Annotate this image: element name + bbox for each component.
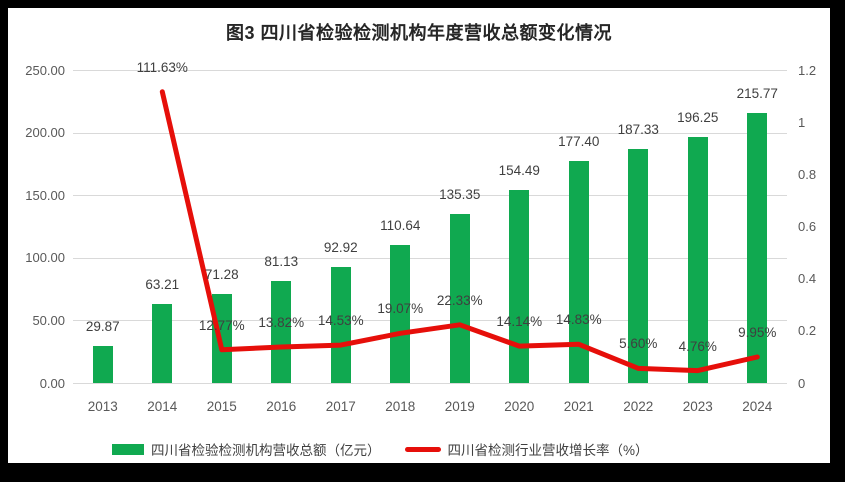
chart-canvas: 图3 四川省检验检测机构年度营收总额变化情况 0.00 50.00 100.00 15… xyxy=(8,8,830,463)
x-axis-category-label: 2017 xyxy=(325,399,356,414)
x-axis-category-label: 2021 xyxy=(563,399,594,414)
bar xyxy=(509,189,530,383)
x-axis-category-label: 2019 xyxy=(444,399,475,414)
x-axis-category-label: 2018 xyxy=(385,399,416,414)
growth-rate-label: 12.77% xyxy=(198,317,245,333)
right-axis-tick: 0.6 xyxy=(798,219,817,234)
bar-legend-swatch xyxy=(112,443,144,455)
bar-value-label: 196.25 xyxy=(677,110,719,126)
x-axis-category-label: 2020 xyxy=(504,399,535,414)
x-axis-category-label: 2022 xyxy=(623,399,654,414)
gridline xyxy=(73,257,787,259)
right-axis-tick: 1.2 xyxy=(798,62,817,78)
growth-rate-label: 14.83% xyxy=(555,312,602,328)
left-axis-tick: 50.00 xyxy=(32,312,65,328)
growth-rate-label: 22.33% xyxy=(436,292,483,308)
x-axis-category-label: 2013 xyxy=(87,399,118,414)
bar xyxy=(747,112,768,383)
right-axis-tick: 0 xyxy=(798,375,806,391)
bar-value-label: 81.13 xyxy=(264,254,299,270)
bar xyxy=(152,303,173,383)
left-axis-tick: 250.00 xyxy=(25,62,65,78)
bar-value-label: 71.28 xyxy=(204,266,239,282)
left-axis-tick: 200.00 xyxy=(25,125,65,141)
left-axis-tick: 150.00 xyxy=(25,187,65,203)
line-legend-label: 四川省检测行业营收增长率（%） xyxy=(447,443,649,458)
right-axis-tick: 1 xyxy=(798,114,806,130)
right-axis-tick: 0.8 xyxy=(798,166,817,182)
bar xyxy=(211,293,232,383)
gridline xyxy=(73,70,787,71)
left-axis-tick: 0.00 xyxy=(39,375,65,391)
bar-value-label: 135.35 xyxy=(439,186,481,202)
x-axis-category-label: 2016 xyxy=(266,399,297,414)
bar-value-label: 29.87 xyxy=(85,318,120,334)
bar xyxy=(271,281,292,383)
bar-value-label: 177.40 xyxy=(558,133,600,149)
bar-value-label: 92.92 xyxy=(323,239,358,255)
x-axis-category-label: 2015 xyxy=(206,399,237,414)
growth-rate-label: 111.63% xyxy=(136,59,188,75)
growth-rate-label: 19.07% xyxy=(377,301,424,317)
line-legend-swatch xyxy=(404,446,441,452)
bar-legend-label: 四川省检验检测机构营收总额（亿元） xyxy=(151,443,381,458)
chart-title: 图3 四川省检验检测机构年度营收总额变化情况 xyxy=(225,23,612,43)
bar-value-label: 154.49 xyxy=(498,162,540,178)
gridline xyxy=(73,383,787,384)
bar xyxy=(568,160,589,383)
left-axis-tick: 100.00 xyxy=(25,250,65,266)
right-axis-tick: 0.2 xyxy=(798,323,817,339)
growth-rate-label: 4.76% xyxy=(678,338,717,354)
growth-rate-label: 14.53% xyxy=(317,313,364,329)
x-axis-category-label: 2024 xyxy=(742,399,773,414)
bar-value-label: 187.33 xyxy=(617,121,659,137)
right-axis-tick: 0.4 xyxy=(798,271,817,287)
growth-rate-label: 5.60% xyxy=(619,336,658,352)
growth-rate-label: 9.95% xyxy=(738,325,777,340)
growth-rate-label: 14.14% xyxy=(496,314,543,330)
bar-value-label: 110.64 xyxy=(380,217,421,233)
x-axis-category-label: 2023 xyxy=(682,399,713,414)
chart-legend: 四川省检验检测机构营收总额（亿元） 四川省检测行业营收增长率（%） xyxy=(112,439,649,459)
x-axis-category-label: 2014 xyxy=(147,399,178,414)
bar xyxy=(92,345,113,383)
bar-value-label: 215.77 xyxy=(736,85,778,101)
bar-value-label: 63.21 xyxy=(145,276,180,292)
growth-rate-label: 13.82% xyxy=(258,315,305,330)
